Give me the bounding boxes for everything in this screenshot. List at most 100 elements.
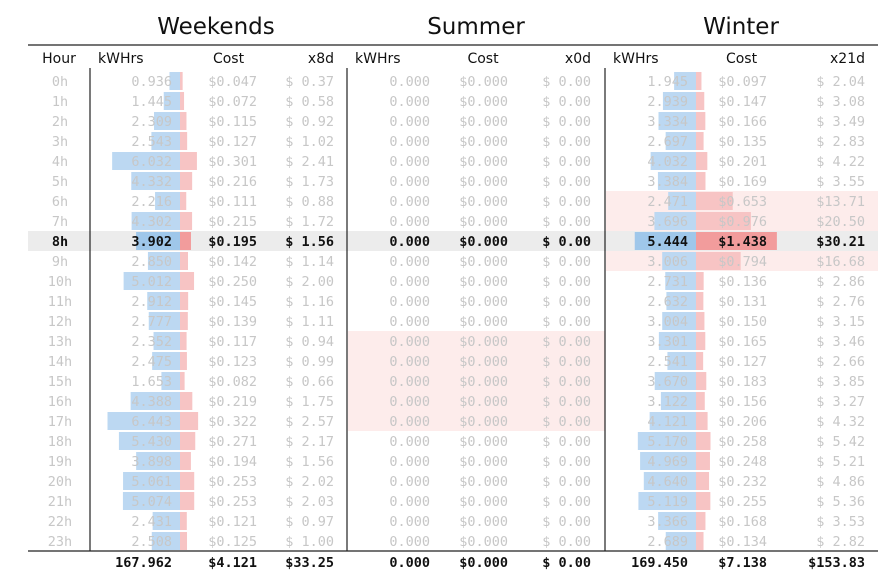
kwh-bar [662,312,696,330]
kwh-cell: 2.471 [647,194,688,210]
kwh-cell: 2.731 [647,274,688,290]
kwh-cell: 2.508 [131,534,172,550]
multiplier-cell: $ 1.14 [285,254,334,270]
cost-bar [180,512,187,530]
kwh-cell: 2.850 [131,254,172,270]
kwh-bar [147,292,180,310]
cost-cell: $0.127 [208,134,257,150]
multiplier-cell: $ 0.66 [285,374,334,390]
multiplier-cell: $ 1.75 [285,394,334,410]
kwh-bar [118,432,180,450]
cost-bar [696,312,705,330]
kwh-bar [136,452,180,470]
kwh-cell: 5.444 [647,234,688,250]
kwh-cell: 0.000 [389,254,430,270]
cost-cell: $0.000 [459,534,508,550]
kwh-cell: 4.640 [647,474,688,490]
cost-cell: $0.253 [208,474,257,490]
cost-cell: $0.123 [208,354,257,370]
kwh-bar [662,92,696,110]
cost-cell: $0.168 [718,514,767,530]
cost-bar [696,392,705,410]
hour-label: 21h [48,494,72,510]
multiplier-cell: $ 3.85 [816,374,865,390]
kwh-cell: 2.431 [131,514,172,530]
cost-cell: $0.000 [459,494,508,510]
kwh-cell: 5.012 [131,274,172,290]
kwh-cell: 2.697 [647,134,688,150]
cost-cell: $0.255 [718,494,767,510]
hour-label: 9h [52,254,68,270]
kwh-cell: 0.000 [389,334,430,350]
kwh-cell: 2.912 [131,294,172,310]
cost-cell: $0.000 [459,134,508,150]
cost-cell: $0.201 [718,154,767,170]
kwh-cell: 0.000 [389,214,430,230]
hour-label: 23h [48,534,72,550]
multiplier-cell: $ 3.27 [816,394,865,410]
multiplier-cell: $ 1.02 [285,134,334,150]
cost-cell: $0.000 [459,154,508,170]
cost-cell: $0.301 [208,154,257,170]
kwh-cell: 2.541 [647,354,688,370]
cost-bar [180,532,188,550]
kwh-cell: 1.445 [131,94,172,110]
cost-cell: $0.150 [718,314,767,330]
multiplier-cell: $ 1.72 [285,214,334,230]
hour-label: 5h [52,174,68,190]
cost-bar [696,412,708,430]
multiplier-cell: $ 3.46 [816,334,865,350]
multiplier-cell: $ 0.94 [285,334,334,350]
kwh-cell: 1.653 [131,374,172,390]
kwh-bar [665,532,696,550]
multiplier-cell: $ 0.92 [285,114,334,130]
cost-cell: $0.000 [459,214,508,230]
cost-bar [696,212,751,230]
multiplier-cell: $ 1.56 [285,454,334,470]
kwh-bar [155,192,180,210]
kwh-total: 167.962 [115,555,172,571]
cost-bar [180,112,187,130]
multiplier-cell: $ 0.00 [542,374,591,390]
multiplier-cell: $ 4.32 [816,414,865,430]
kwh-cell: 2.216 [131,194,172,210]
kwh-cell: 2.689 [647,534,688,550]
kwh-bar [152,352,180,370]
kwh-total: 0.000 [389,555,430,571]
kwh-cell: 0.000 [389,174,430,190]
kwh-cell: 0.000 [389,74,430,90]
kwh-bar [151,132,180,150]
kwh-cell: 3.334 [647,114,688,130]
cost-bar [180,452,191,470]
cost-cell: $1.438 [718,234,767,250]
cost-bar [696,112,706,130]
kwh-bar [131,212,180,230]
cost-cell: $0.121 [208,514,257,530]
cost-cell: $0.142 [208,254,257,270]
multiplier-cell: $ 0.00 [542,454,591,470]
cost-bar [696,132,704,150]
multiplier-cell: $ 0.37 [285,74,334,90]
multiplier-cell: $ 3.53 [816,514,865,530]
kwh-bar [154,112,180,130]
cost-cell: $0.232 [718,474,767,490]
kwh-bar [662,252,696,270]
multiplier-cell: $ 1.56 [285,234,334,250]
kwh-cell: 0.000 [389,434,430,450]
cost-cell: $0.183 [718,374,767,390]
kwh-cell: 0.000 [389,134,430,150]
kwh-bar [152,512,180,530]
cost-cell: $0.000 [459,234,508,250]
kwh-cell: 5.061 [131,474,172,490]
kwh-cell: 0.000 [389,274,430,290]
multiplier-total: $ 0.00 [542,555,591,571]
multiplier-cell: $ 0.00 [542,394,591,410]
hour-label: 22h [48,514,72,530]
cost-bar [696,292,704,310]
kwh-cell: 3.696 [647,214,688,230]
multiplier-column-header: x8d [308,51,334,67]
cost-cell: $0.134 [718,534,767,550]
kwh-cell: 4.388 [131,394,172,410]
cost-cell: $0.111 [208,194,257,210]
cost-bar [180,432,196,450]
